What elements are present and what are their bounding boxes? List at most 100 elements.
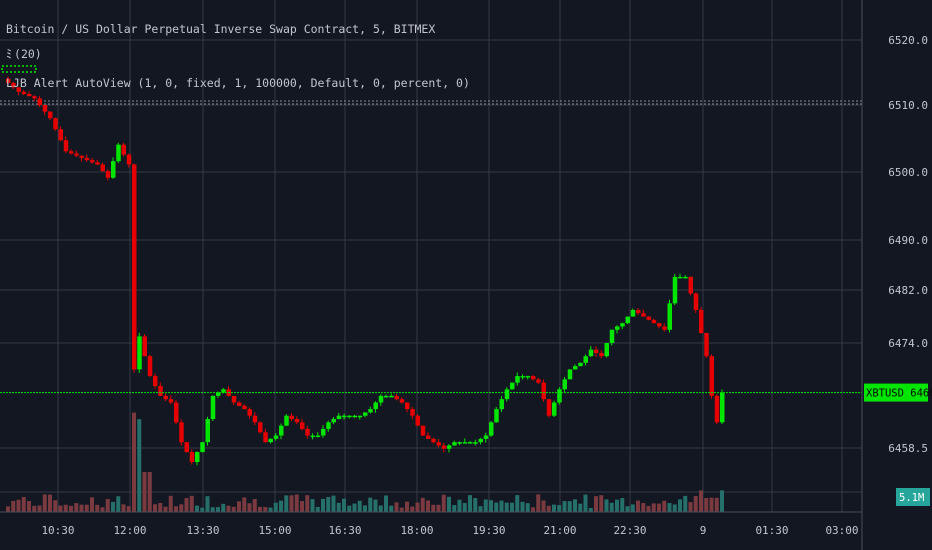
volume-bar xyxy=(90,497,94,512)
volume-bar xyxy=(415,502,420,512)
x-tick-label: 9 xyxy=(700,524,707,537)
volume-bar xyxy=(158,502,163,512)
volume-bar xyxy=(599,495,604,512)
volume-bar xyxy=(557,504,562,512)
candle-body xyxy=(620,323,625,327)
volume-bar xyxy=(441,494,446,512)
volume-bar xyxy=(195,505,199,512)
volume-bar xyxy=(462,503,467,512)
candle-body xyxy=(268,438,273,443)
x-tick-label: 12:00 xyxy=(113,524,146,537)
volume-bar xyxy=(79,504,84,512)
volume-bar xyxy=(594,496,598,512)
volume-bar xyxy=(525,503,530,512)
volume-bar xyxy=(483,499,488,512)
volume-bar xyxy=(552,504,556,512)
volume-bar xyxy=(58,505,63,512)
volume-bar xyxy=(384,495,388,512)
volume-bar xyxy=(16,499,21,512)
volume-bar xyxy=(672,504,677,512)
volume-bar xyxy=(153,504,157,512)
volume-bar xyxy=(331,495,336,512)
volume-badge-label: 5.1M xyxy=(899,492,924,504)
volume-bar xyxy=(226,505,231,512)
volume-bar xyxy=(168,495,173,512)
x-tick-label: 19:30 xyxy=(472,524,505,537)
candle-body xyxy=(394,395,399,400)
volume-bar xyxy=(641,503,646,512)
y-tick-label: 6510.0 xyxy=(888,99,928,112)
y-tick-label: 6500.0 xyxy=(888,166,928,179)
moving-average-params: (20) xyxy=(14,47,42,61)
candle-body xyxy=(336,415,342,420)
volume-bar xyxy=(294,494,299,512)
volume-bar xyxy=(268,507,273,512)
candle-body xyxy=(473,442,478,444)
volume-bar xyxy=(231,506,236,512)
candle-body xyxy=(237,402,242,406)
candle-body xyxy=(90,160,95,163)
candle-body xyxy=(709,356,714,396)
volume-bar xyxy=(200,507,205,512)
volume-bar xyxy=(53,500,58,512)
volume-bar xyxy=(37,505,42,512)
candle-body xyxy=(6,78,11,83)
candle-body xyxy=(21,91,27,94)
x-tick-label: 13:30 xyxy=(186,524,219,537)
volume-bar xyxy=(147,472,152,512)
volume-bar xyxy=(263,507,268,512)
candle-body xyxy=(636,309,641,314)
volume-bar xyxy=(452,505,457,512)
candle-body xyxy=(184,442,189,453)
candle-body xyxy=(116,144,121,162)
volume-bar xyxy=(447,496,451,512)
candle-body xyxy=(520,376,525,378)
x-tick-label: 16:30 xyxy=(328,524,361,537)
volume-bar xyxy=(510,502,514,512)
volume-bar xyxy=(410,506,415,512)
volume-bar xyxy=(48,494,52,512)
candle-body xyxy=(651,319,657,324)
volume-bar xyxy=(657,503,661,512)
candle-body xyxy=(441,445,447,449)
candle-body xyxy=(289,415,294,420)
y-tick-label: 6474.0 xyxy=(888,337,928,350)
candle-body xyxy=(693,293,699,310)
candle-body xyxy=(105,171,111,178)
volume-bar xyxy=(305,495,310,512)
candle-body xyxy=(163,395,168,400)
volume-bar xyxy=(273,502,278,512)
volume-bar xyxy=(405,501,409,512)
x-tick-label: 15:00 xyxy=(258,524,291,537)
y-tick-label: 6482.0 xyxy=(888,284,928,297)
candle-body xyxy=(662,326,667,330)
volume-bar xyxy=(699,490,703,512)
x-tick-label: 22:30 xyxy=(613,524,646,537)
volume-bar xyxy=(620,498,625,512)
candle-body xyxy=(263,432,268,443)
volume-bar xyxy=(504,502,509,512)
candle-body xyxy=(515,376,520,383)
volume-bar xyxy=(163,506,168,512)
candle-body xyxy=(625,316,630,324)
volume-bar xyxy=(562,501,567,512)
candle-body xyxy=(531,376,536,380)
volume-bar xyxy=(300,501,304,512)
candle-body xyxy=(310,435,315,438)
volume-bar xyxy=(132,412,136,512)
candle-body xyxy=(567,369,573,380)
candle-body xyxy=(315,435,321,438)
volume-bar xyxy=(457,499,462,512)
candle-body xyxy=(609,329,615,343)
volume-bar xyxy=(189,495,194,512)
volume-bar xyxy=(662,500,667,512)
candle-body xyxy=(588,349,594,357)
candle-body xyxy=(53,118,58,130)
volume-bar xyxy=(420,497,425,512)
volume-bar xyxy=(630,504,635,512)
volume-bar xyxy=(184,498,189,512)
candle-body xyxy=(410,409,415,416)
volume-bar xyxy=(84,504,89,512)
